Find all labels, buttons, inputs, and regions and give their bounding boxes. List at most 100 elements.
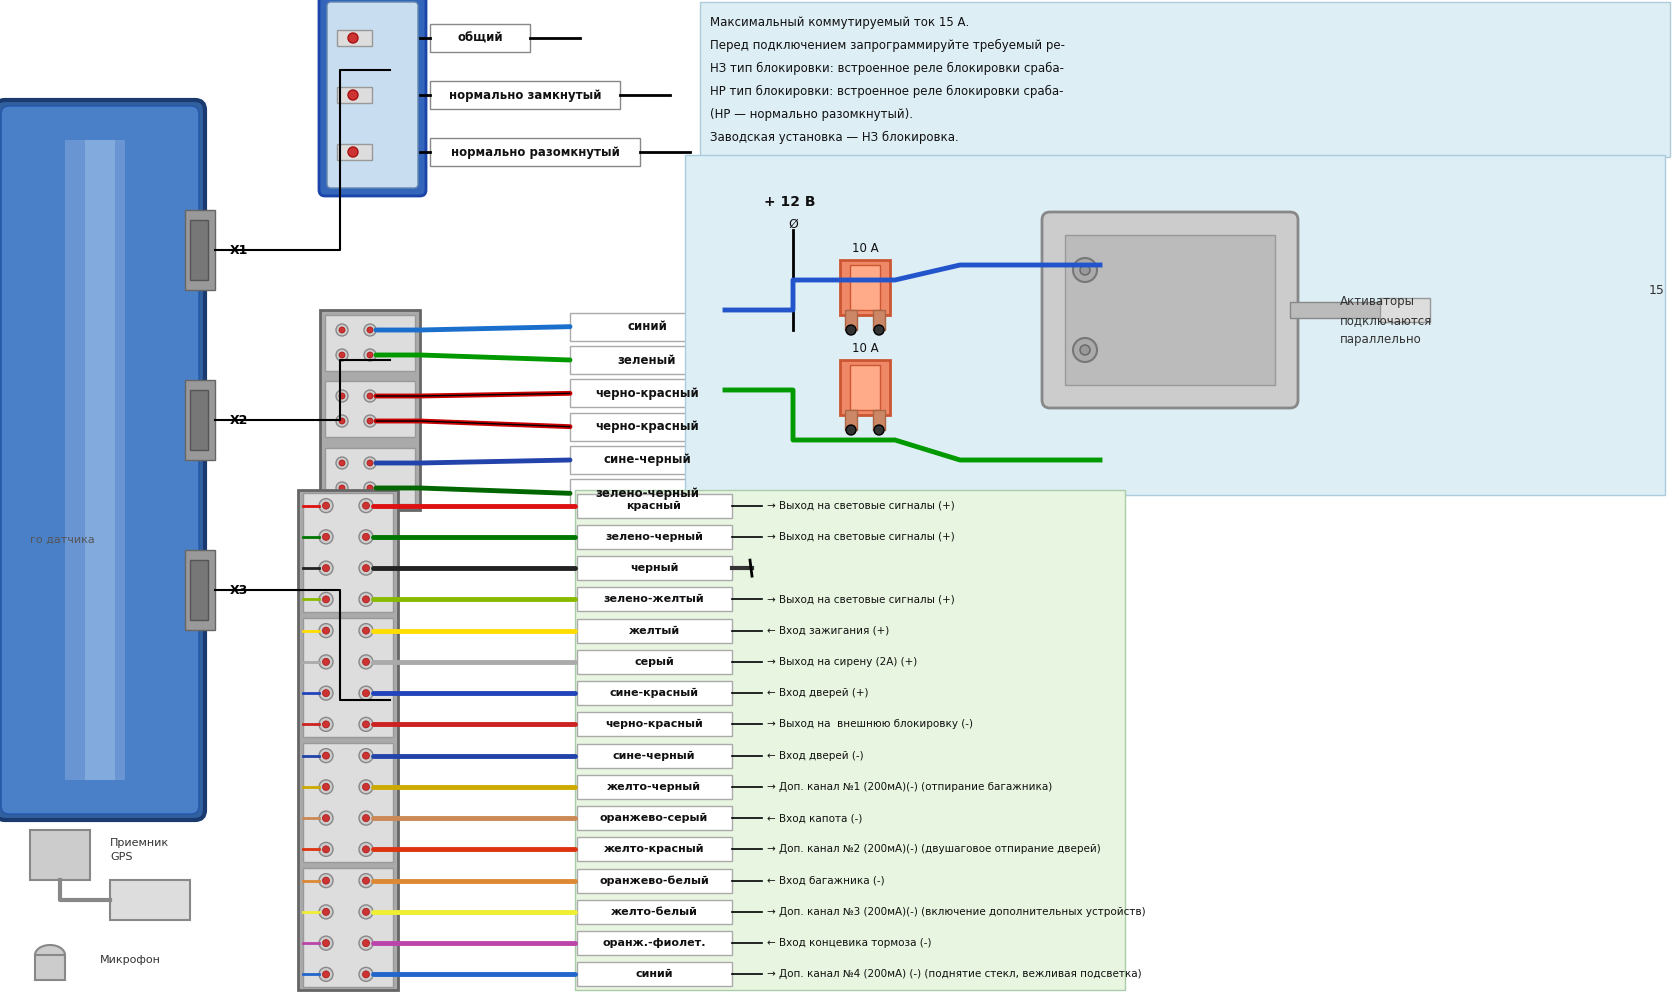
Text: ← Вход капота (-): ← Вход капота (-): [766, 813, 862, 823]
Text: ← Вход дверей (-): ← Вход дверей (-): [766, 750, 864, 761]
Circle shape: [323, 564, 329, 571]
Circle shape: [319, 811, 333, 825]
Circle shape: [363, 752, 370, 760]
Circle shape: [339, 393, 344, 399]
Circle shape: [363, 971, 370, 978]
Bar: [324, 448, 415, 504]
Bar: [872, 310, 884, 330]
Text: → Доп. канал №1 (200мА)(-) (отпирание багажника): → Доп. канал №1 (200мА)(-) (отпирание ба…: [766, 782, 1052, 792]
Bar: [190, 390, 208, 450]
Text: Активаторы
подключаются
параллельно: Активаторы подключаются параллельно: [1339, 295, 1431, 346]
Bar: [872, 410, 884, 430]
Circle shape: [323, 690, 329, 696]
FancyBboxPatch shape: [328, 2, 418, 188]
Circle shape: [336, 390, 348, 402]
Bar: [190, 220, 208, 280]
Text: ← Вход зажигания (+): ← Вход зажигания (+): [766, 626, 889, 636]
Bar: [570, 346, 724, 374]
Circle shape: [336, 415, 348, 427]
Bar: [576, 650, 731, 674]
Circle shape: [360, 717, 373, 731]
Circle shape: [319, 968, 333, 982]
Bar: [576, 743, 731, 768]
Circle shape: [366, 485, 373, 491]
Bar: [35, 955, 66, 980]
Text: сине-красный: сине-красный: [610, 688, 699, 698]
Bar: [570, 446, 724, 474]
Circle shape: [339, 460, 344, 466]
Circle shape: [336, 457, 348, 469]
Text: го датчика: го датчика: [30, 535, 94, 545]
Circle shape: [336, 349, 348, 361]
Circle shape: [323, 658, 329, 665]
Circle shape: [319, 561, 333, 575]
Circle shape: [319, 655, 333, 669]
Text: 10 А: 10 А: [852, 242, 877, 255]
Bar: [845, 410, 857, 430]
Circle shape: [323, 846, 329, 853]
Text: → Выход на световые сигналы (+): → Выход на световые сигналы (+): [766, 532, 954, 542]
Text: → Выход на сирену (2А) (+): → Выход на сирену (2А) (+): [766, 657, 917, 667]
Text: → Выход на  внешнюю блокировку (-): → Выход на внешнюю блокировку (-): [766, 719, 973, 729]
Bar: [430, 81, 620, 109]
Circle shape: [319, 530, 333, 544]
Circle shape: [360, 530, 373, 544]
Circle shape: [360, 499, 373, 513]
Circle shape: [845, 425, 855, 435]
Ellipse shape: [35, 945, 66, 965]
Text: → Выход на световые сигналы (+): → Выход на световые сигналы (+): [766, 595, 954, 605]
Circle shape: [360, 686, 373, 700]
Circle shape: [363, 658, 370, 665]
Bar: [570, 379, 724, 407]
Text: зеленый: зеленый: [617, 353, 675, 366]
Circle shape: [360, 561, 373, 575]
Circle shape: [323, 533, 329, 540]
Circle shape: [366, 418, 373, 424]
Text: X2: X2: [230, 413, 249, 427]
Circle shape: [348, 90, 358, 100]
Text: (НР — нормально разомкнутый).: (НР — нормально разомкнутый).: [709, 108, 912, 121]
Bar: [1379, 298, 1430, 322]
Circle shape: [365, 324, 376, 336]
Text: → Доп. канал №4 (200мА) (-) (поднятие стекл, вежливая подсветка): → Доп. канал №4 (200мА) (-) (поднятие ст…: [766, 970, 1141, 980]
Circle shape: [323, 940, 329, 947]
Text: X3: X3: [230, 583, 249, 597]
Circle shape: [365, 482, 376, 494]
Text: черно-красный: черно-красный: [605, 719, 702, 729]
Circle shape: [360, 624, 373, 638]
Bar: [297, 490, 398, 990]
Circle shape: [363, 533, 370, 540]
Text: общий: общий: [457, 31, 502, 44]
Circle shape: [874, 425, 884, 435]
Bar: [576, 525, 731, 549]
Text: синий: синий: [635, 970, 672, 980]
Circle shape: [1072, 258, 1097, 282]
Text: серый: серый: [633, 657, 674, 667]
Circle shape: [360, 748, 373, 763]
Text: → Выход на световые сигналы (+): → Выход на световые сигналы (+): [766, 501, 954, 511]
Text: оранж.-фиолет.: оранж.-фиолет.: [601, 939, 706, 948]
Text: желто-красный: желто-красный: [603, 844, 704, 854]
FancyBboxPatch shape: [1042, 212, 1297, 408]
Text: Максимальный коммутируемый ток 15 А.: Максимальный коммутируемый ток 15 А.: [709, 16, 969, 29]
Circle shape: [365, 390, 376, 402]
Circle shape: [323, 815, 329, 822]
Circle shape: [319, 593, 333, 607]
Circle shape: [1079, 265, 1089, 275]
Bar: [319, 310, 420, 510]
Bar: [850, 265, 879, 310]
Text: оранжево-белый: оранжево-белый: [598, 875, 709, 886]
Bar: [324, 315, 415, 371]
Text: ← Вход багажника (-): ← Вход багажника (-): [766, 875, 884, 885]
Circle shape: [319, 624, 333, 638]
Circle shape: [365, 349, 376, 361]
Text: 10 А: 10 А: [852, 342, 877, 355]
Bar: [109, 880, 190, 920]
Text: Ø: Ø: [788, 218, 798, 231]
Bar: [185, 550, 215, 630]
Bar: [576, 837, 731, 861]
Circle shape: [339, 485, 344, 491]
Text: сине-черный: сине-черный: [613, 750, 696, 761]
Bar: [576, 588, 731, 612]
Circle shape: [319, 686, 333, 700]
